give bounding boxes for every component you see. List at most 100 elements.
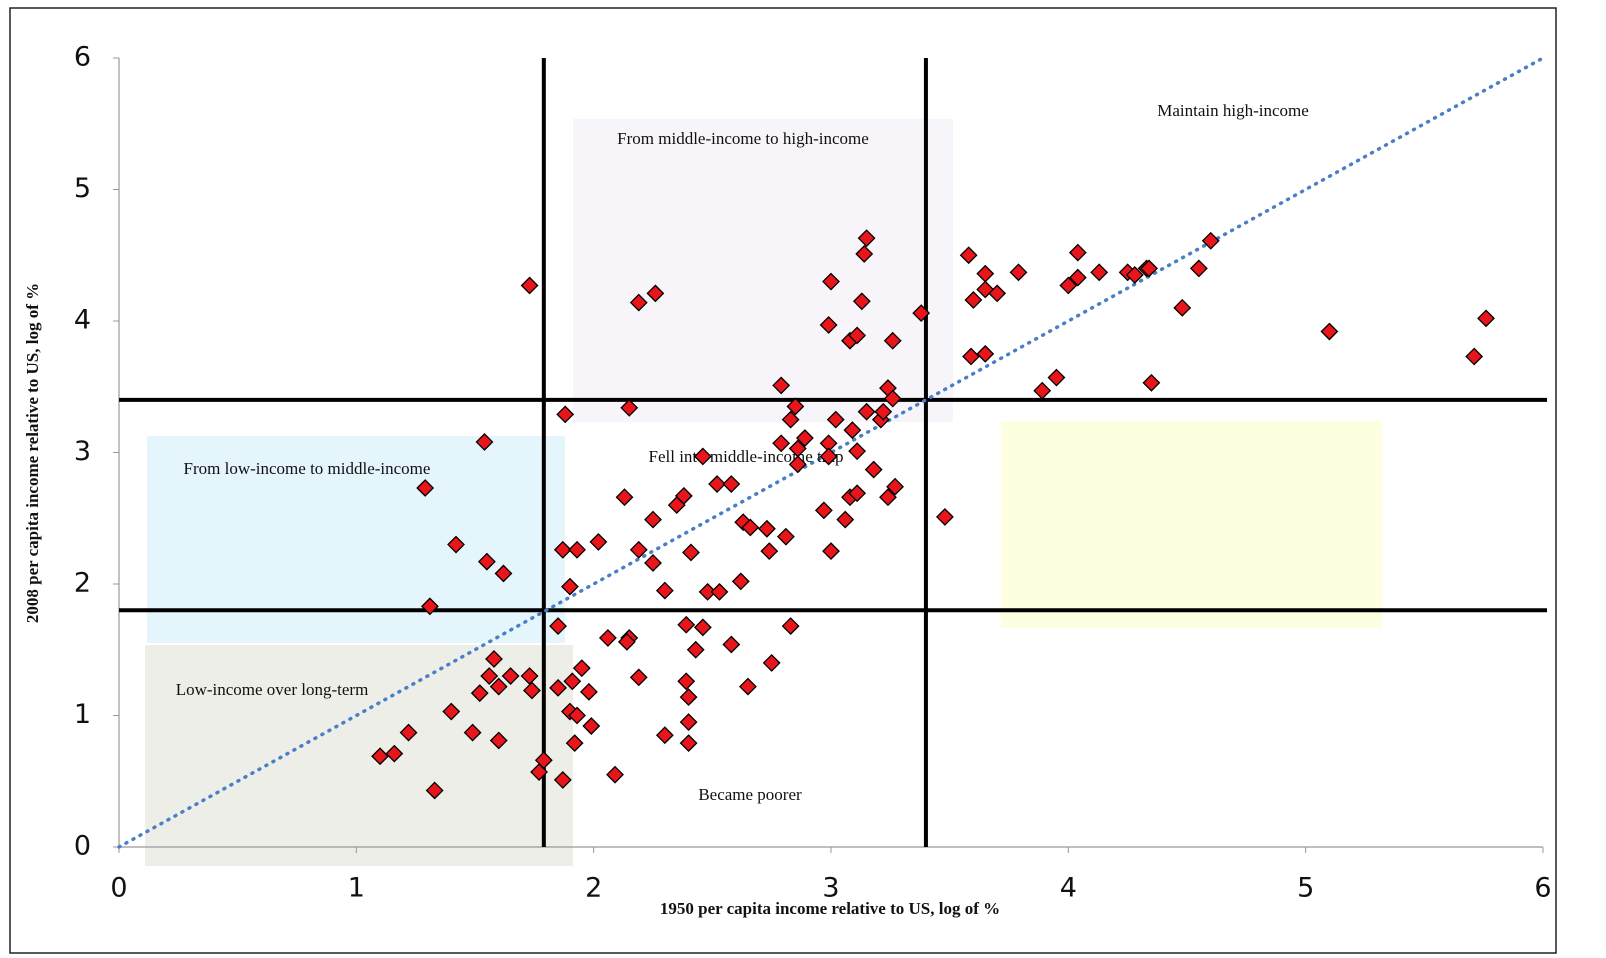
point bbox=[722, 635, 741, 654]
point bbox=[568, 706, 586, 725]
point bbox=[416, 479, 435, 497]
point bbox=[629, 540, 648, 559]
point bbox=[822, 272, 840, 291]
point bbox=[698, 582, 717, 601]
point bbox=[710, 582, 729, 601]
point bbox=[731, 572, 750, 591]
point bbox=[1189, 259, 1208, 278]
point bbox=[598, 628, 617, 647]
annotation: From low-income to middle-income bbox=[184, 459, 431, 478]
point bbox=[848, 326, 867, 345]
point bbox=[843, 421, 862, 440]
point bbox=[739, 677, 757, 696]
point bbox=[772, 376, 791, 395]
point bbox=[582, 717, 601, 735]
point bbox=[959, 246, 978, 265]
point bbox=[523, 681, 541, 700]
point bbox=[477, 552, 496, 571]
point bbox=[420, 597, 439, 616]
point bbox=[1140, 259, 1158, 278]
point bbox=[425, 781, 444, 800]
point bbox=[677, 672, 696, 691]
x-tick-label: 4 bbox=[1060, 873, 1077, 904]
point bbox=[385, 744, 404, 763]
point bbox=[489, 677, 508, 696]
point bbox=[561, 577, 579, 596]
point bbox=[912, 304, 931, 323]
point bbox=[1465, 347, 1484, 366]
point bbox=[629, 293, 648, 312]
point bbox=[489, 731, 508, 750]
point bbox=[1477, 309, 1495, 328]
x-tick-label: 5 bbox=[1297, 873, 1314, 904]
point bbox=[1201, 231, 1220, 250]
point bbox=[494, 564, 513, 583]
point bbox=[857, 229, 876, 248]
point bbox=[655, 726, 674, 745]
point bbox=[1059, 276, 1078, 295]
point bbox=[1173, 298, 1192, 317]
point bbox=[399, 723, 418, 742]
point bbox=[722, 475, 741, 493]
point bbox=[485, 650, 503, 668]
point bbox=[553, 771, 572, 789]
point bbox=[679, 713, 698, 731]
y-tick-label: 4 bbox=[74, 305, 91, 336]
point bbox=[677, 615, 696, 634]
point bbox=[786, 397, 805, 416]
point bbox=[883, 331, 902, 350]
point bbox=[568, 540, 586, 559]
annotation: Maintain high-income bbox=[1157, 101, 1309, 120]
point bbox=[708, 475, 726, 493]
point bbox=[936, 508, 954, 526]
point bbox=[886, 477, 904, 496]
point bbox=[964, 291, 983, 309]
point bbox=[1125, 266, 1144, 284]
point bbox=[463, 723, 482, 742]
point bbox=[520, 276, 539, 295]
point bbox=[655, 581, 674, 600]
x-tick-label: 3 bbox=[822, 873, 839, 904]
y-tick-label: 6 bbox=[74, 42, 91, 73]
point bbox=[470, 684, 489, 703]
point bbox=[760, 542, 779, 561]
x-tick-label: 2 bbox=[585, 873, 602, 904]
point bbox=[629, 668, 648, 687]
point bbox=[615, 488, 634, 507]
point bbox=[776, 527, 795, 546]
annotation: Fell into middle-income trap bbox=[649, 447, 844, 466]
point bbox=[1033, 381, 1052, 400]
point bbox=[814, 501, 833, 520]
point bbox=[1068, 243, 1087, 262]
region-shade bbox=[573, 119, 953, 422]
point bbox=[617, 632, 636, 651]
y-axis-label: 2008 per capita income relative to US, l… bbox=[23, 283, 42, 623]
point bbox=[879, 488, 897, 507]
point bbox=[864, 460, 883, 479]
point bbox=[988, 284, 1007, 303]
point bbox=[572, 659, 591, 678]
point bbox=[883, 389, 902, 408]
point bbox=[679, 688, 698, 707]
annotation: Low-income over long-term bbox=[176, 680, 369, 699]
point bbox=[556, 405, 575, 424]
point bbox=[501, 667, 520, 685]
point bbox=[976, 280, 995, 299]
point bbox=[1320, 322, 1339, 341]
point bbox=[549, 617, 567, 635]
point bbox=[819, 316, 838, 334]
point bbox=[606, 765, 624, 784]
y-tick-label: 1 bbox=[74, 699, 91, 730]
point bbox=[826, 410, 845, 429]
point bbox=[686, 640, 705, 659]
point bbox=[788, 455, 807, 474]
point bbox=[646, 284, 665, 303]
point bbox=[549, 678, 567, 697]
point bbox=[475, 433, 494, 451]
point bbox=[781, 410, 800, 429]
diagonal-line bbox=[117, 56, 1545, 849]
annotation: Became poorer bbox=[698, 785, 802, 804]
point bbox=[530, 763, 548, 781]
point bbox=[1068, 268, 1087, 287]
